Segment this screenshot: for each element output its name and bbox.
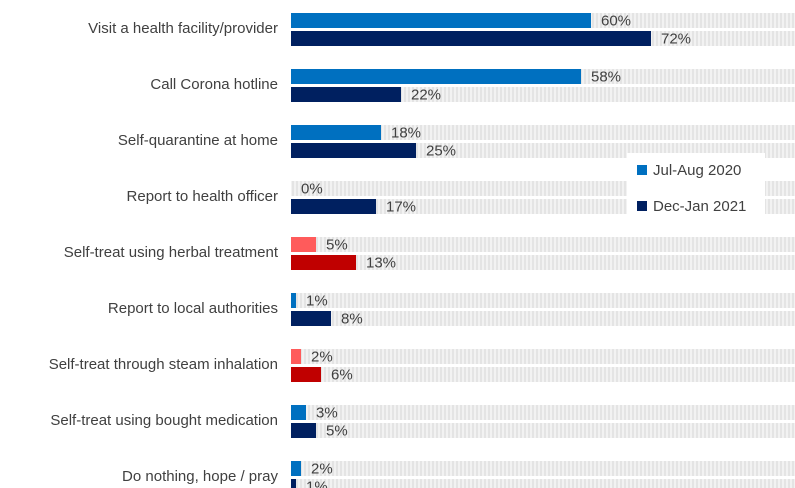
bar-track — [291, 461, 795, 476]
value-label: 6% — [331, 366, 353, 383]
value-label: 60% — [601, 12, 631, 29]
bar — [291, 293, 296, 308]
category-label: Report to health officer — [127, 188, 278, 205]
bar — [291, 199, 376, 214]
value-label: 18% — [391, 124, 421, 141]
value-label: 17% — [386, 198, 416, 215]
legend-label: Dec-Jan 2021 — [653, 198, 746, 215]
legend-swatch — [637, 165, 647, 175]
value-label: 5% — [326, 236, 348, 253]
value-label: 22% — [411, 86, 441, 103]
category-label: Visit a health facility/provider — [88, 20, 278, 37]
bar-track — [291, 367, 795, 382]
value-label: 8% — [341, 310, 363, 327]
bar-track — [291, 349, 795, 364]
bar-track — [291, 237, 795, 252]
legend-swatch — [637, 201, 647, 211]
tracks — [291, 13, 795, 488]
bar — [291, 255, 356, 270]
category-label: Self-quarantine at home — [118, 132, 278, 149]
bar-track — [291, 311, 795, 326]
bar — [291, 405, 306, 420]
bar — [291, 423, 316, 438]
bar — [291, 31, 651, 46]
bar — [291, 69, 581, 84]
category-label: Do nothing, hope / pray — [122, 468, 278, 485]
legend: Jul-Aug 2020 Dec-Jan 2021 — [627, 153, 765, 223]
value-label: 5% — [326, 422, 348, 439]
value-label: 3% — [316, 404, 338, 421]
value-label: 0% — [301, 180, 323, 197]
legend-box — [627, 153, 765, 223]
value-label: 13% — [366, 254, 396, 271]
category-label: Self-treat through steam inhalation — [49, 356, 278, 373]
bar-track — [291, 423, 795, 438]
legend-label: Jul-Aug 2020 — [653, 162, 741, 179]
category-label: Report to local authorities — [108, 300, 278, 317]
bar — [291, 237, 316, 252]
bar — [291, 125, 381, 140]
bar — [291, 13, 591, 28]
category-label: Self-treat using bought medication — [50, 412, 278, 429]
value-label: 2% — [311, 348, 333, 365]
bar-track — [291, 479, 795, 488]
value-label: 1% — [306, 478, 328, 488]
bar — [291, 367, 321, 382]
bar — [291, 479, 296, 488]
value-label: 1% — [306, 292, 328, 309]
value-label: 2% — [311, 460, 333, 477]
bar-track — [291, 405, 795, 420]
bar — [291, 349, 301, 364]
category-label: Self-treat using herbal treatment — [64, 244, 279, 261]
value-label: 72% — [661, 30, 691, 47]
value-label: 58% — [591, 68, 621, 85]
bar-track — [291, 255, 795, 270]
value-label: 25% — [426, 142, 456, 159]
bar-track — [291, 293, 795, 308]
bar — [291, 311, 331, 326]
bar — [291, 143, 416, 158]
bar-track — [291, 87, 795, 102]
bar-track — [291, 125, 795, 140]
category-label: Call Corona hotline — [150, 76, 278, 93]
bar — [291, 461, 301, 476]
marks: Visit a health facility/provider 60% 72% Ca… — [49, 12, 691, 488]
bar — [291, 87, 401, 102]
